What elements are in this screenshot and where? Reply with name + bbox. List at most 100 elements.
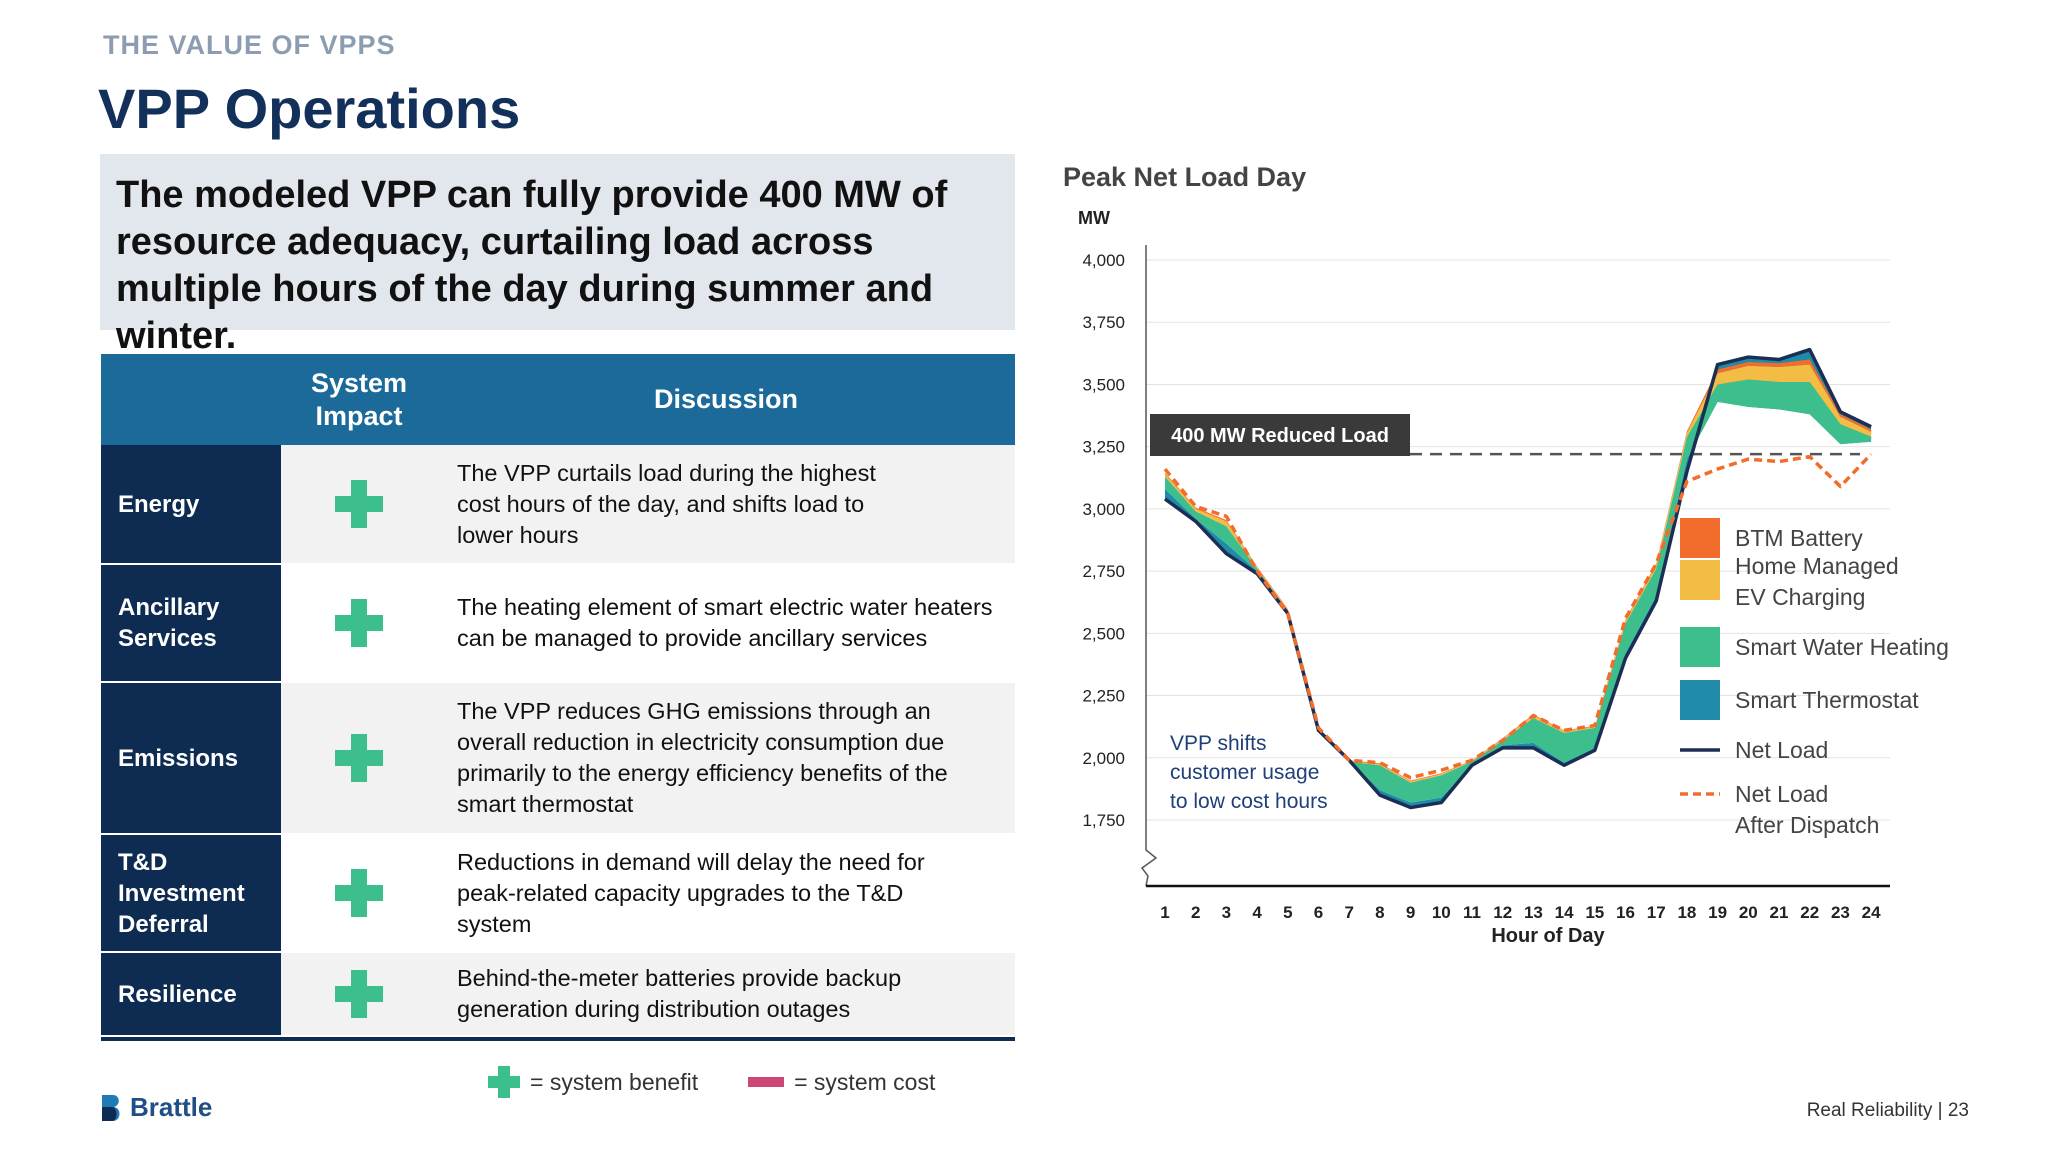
category-line: Investment — [118, 879, 245, 907]
callout-text: The modeled VPP can fully provide 400 MW… — [116, 174, 948, 357]
table-row: T&D Investment Deferral Reductions in de… — [101, 835, 1015, 953]
annotation-line: to low cost hours — [1170, 790, 1328, 813]
category-line: T&D — [118, 848, 168, 876]
row-category: Resilience — [101, 953, 281, 1035]
discussion-text: Behind-the-meter batteries provide backu… — [457, 965, 902, 1022]
y-tick-label: 2,750 — [1082, 562, 1125, 581]
discussion-text: Reductions in demand will delay the need… — [457, 848, 925, 937]
legend-label: Home Managed — [1735, 553, 1899, 579]
legend-label: EV Charging — [1735, 584, 1865, 610]
row-category: Emissions — [101, 683, 281, 833]
x-tick-label: 14 — [1555, 903, 1574, 922]
discussion-text: The heating element of smart electric wa… — [457, 594, 993, 651]
plus-icon — [488, 1066, 520, 1098]
x-tick-label: 15 — [1585, 903, 1604, 922]
x-axis-label: Hour of Day — [1491, 925, 1605, 947]
category-line: Energy — [118, 490, 200, 518]
header-impact-line1: System — [310, 367, 408, 398]
x-tick-label: 9 — [1406, 903, 1415, 922]
legend-swatch — [1680, 518, 1720, 558]
row-category: Ancillary Services — [101, 565, 281, 681]
table-row: Energy The VPP curtails load during the … — [101, 445, 1015, 565]
row-discussion: The VPP curtails load during the highest… — [437, 445, 1015, 563]
impact-legend: = system benefit = system cost — [488, 1066, 935, 1098]
table-row: Resilience Behind-the-meter batteries pr… — [101, 953, 1015, 1037]
annotation-line: VPP shifts — [1170, 732, 1267, 755]
row-discussion: Behind-the-meter batteries provide backu… — [437, 953, 1015, 1035]
cost-legend-label: = system cost — [794, 1068, 936, 1095]
value-table: System Impact Discussion Energy The VPP … — [101, 354, 1015, 1041]
x-tick-label: 24 — [1862, 903, 1881, 922]
y-tick-label: 2,250 — [1082, 687, 1125, 706]
row-impact — [281, 835, 437, 951]
plus-icon — [335, 970, 383, 1018]
y-tick-label: 3,000 — [1082, 500, 1125, 519]
legend-label: After Dispatch — [1735, 812, 1879, 838]
category-line: Emissions — [118, 744, 239, 772]
legend-swatch — [1680, 680, 1720, 720]
x-tick-label: 18 — [1677, 903, 1696, 922]
legend-label: Smart Water Heating — [1735, 634, 1949, 660]
x-tick-label: 2 — [1191, 903, 1200, 922]
y-tick-label: 3,750 — [1082, 313, 1125, 332]
callout-box: The modeled VPP can fully provide 400 MW… — [100, 154, 1015, 357]
chart-annotation: VPP shifts customer usage to low cost ho… — [1170, 732, 1328, 813]
x-tick-label: 3 — [1222, 903, 1231, 922]
x-tick-label: 8 — [1375, 903, 1384, 922]
row-impact — [281, 683, 437, 833]
plus-icon — [335, 869, 383, 917]
row-discussion: Reductions in demand will delay the need… — [437, 835, 1015, 951]
x-tick-label: 19 — [1708, 903, 1727, 922]
chart-areas — [1165, 349, 1872, 808]
footer-page-label: Real Reliability | 23 — [1806, 1100, 1969, 1121]
legend-label: Net Load — [1735, 781, 1828, 807]
y-tick-label: 1,750 — [1082, 811, 1125, 830]
category-line: Resilience — [118, 980, 237, 1008]
x-tick-label: 6 — [1314, 903, 1323, 922]
y-axis-label: MW — [1078, 208, 1110, 228]
header-impact-line2: Impact — [315, 400, 403, 431]
y-tick-label: 2,000 — [1082, 749, 1125, 768]
annotation-line: customer usage — [1170, 761, 1319, 784]
benefit-legend-label: = system benefit — [530, 1068, 699, 1095]
reference-line-label-box: 400 MW Reduced Load — [1150, 414, 1410, 456]
y-tick-label: 4,000 — [1082, 251, 1125, 270]
x-tick-label: 11 — [1463, 903, 1481, 922]
table-header: System Impact Discussion — [101, 354, 1015, 445]
x-tick-label: 23 — [1831, 903, 1850, 922]
row-impact — [281, 565, 437, 681]
legend-swatch — [1680, 627, 1720, 667]
row-impact — [281, 953, 437, 1035]
reference-label-bg — [1150, 414, 1410, 456]
x-tick-label: 22 — [1800, 903, 1819, 922]
table-bottom-rule — [101, 1037, 1015, 1041]
discussion-text: The VPP curtails load during the highest… — [457, 459, 876, 548]
minus-icon — [748, 1077, 785, 1087]
x-tick-label: 12 — [1493, 903, 1512, 922]
legend-label: Smart Thermostat — [1735, 687, 1919, 713]
brattle-logo-text: Brattle — [130, 1092, 213, 1122]
category-line: Deferral — [118, 910, 209, 938]
chart-lines — [1163, 347, 1873, 810]
x-tick-label: 21 — [1770, 903, 1789, 922]
x-tick-label: 20 — [1739, 903, 1758, 922]
y-axis-line — [1140, 245, 1158, 887]
discussion-text: The VPP reduces GHG emissions through an… — [457, 698, 948, 817]
table-row: Emissions The VPP reduces GHG emissions … — [101, 683, 1015, 835]
x-tick-label: 17 — [1647, 903, 1666, 922]
header-discussion: Discussion — [653, 384, 799, 414]
chart-title: Peak Net Load Day — [1063, 162, 1307, 192]
x-tick-label: 4 — [1252, 903, 1262, 922]
x-tick-label: 13 — [1524, 903, 1543, 922]
chart-axes: 1,750 2,000 2,250 2,500 2,750 3,000 3,250 3,500… — [1082, 245, 1890, 922]
kicker: THE VALUE OF VPPS — [103, 30, 396, 60]
header-impact: System Impact — [281, 367, 437, 433]
y-tick-label: 2,500 — [1082, 624, 1125, 643]
category-line: Services — [118, 625, 217, 652]
category-line: Ancillary — [118, 594, 220, 621]
peak-load-chart: 1,750 2,000 2,250 2,500 2,750 3,000 3,250 3,500… — [1078, 208, 1949, 947]
row-category: Energy — [101, 445, 281, 563]
row-discussion: The heating element of smart electric wa… — [437, 565, 1015, 681]
y-tick-label: 3,250 — [1082, 438, 1125, 457]
